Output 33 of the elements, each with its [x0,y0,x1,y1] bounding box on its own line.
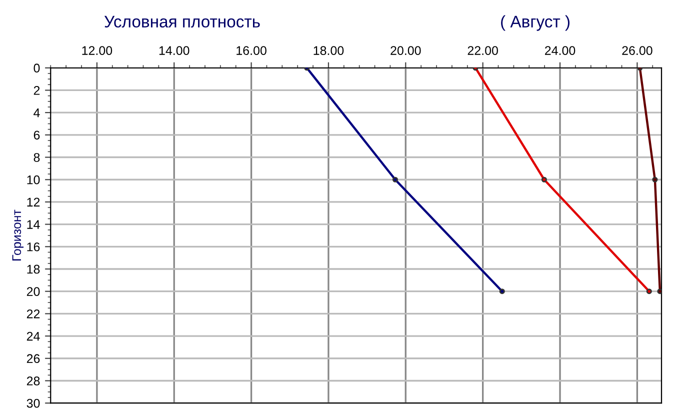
point [541,176,547,182]
point [657,288,662,294]
x-tick-label: 24.00 [545,46,576,55]
y-tick-label: 26 [26,354,40,364]
y-tick-label: 16 [27,242,40,252]
x-tick-label: 12.00 [82,46,112,55]
y-tick-label: 6 [34,130,40,140]
y-tick-label: 4 [34,108,40,118]
y-tick-label: 24 [26,332,40,341]
x-tick-label: 26.00 [622,46,652,55]
point [646,288,652,294]
y-tick-label: 22 [26,309,40,318]
point [499,288,505,294]
point [652,176,658,182]
x-tick-label: 22.00 [468,46,498,55]
chart-title: Условная плотность [104,16,260,28]
y-tick-label: 2 [34,86,40,95]
x-tick-label: 20.00 [390,46,421,55]
y-axis-title: Горизонт [12,210,24,260]
chart-subtitle: ( Август ) [501,15,570,31]
y-tick-label: 20 [26,287,40,296]
x-tick-label: 18.00 [314,46,344,55]
y-tick-label: 14 [27,220,40,229]
point [392,176,398,182]
y-tick-label: 30 [26,398,40,408]
y-tick-label: 8 [34,153,40,162]
y-tick-label: 12 [27,198,40,206]
y-tick-label: 10 [27,175,40,184]
x-tick-label: 14.00 [159,46,190,55]
y-tick-label: 0 [34,64,40,73]
x-tick-label: 16.00 [236,46,266,55]
y-tick-label: 18 [27,264,40,274]
y-tick-label: 28 [26,376,40,386]
